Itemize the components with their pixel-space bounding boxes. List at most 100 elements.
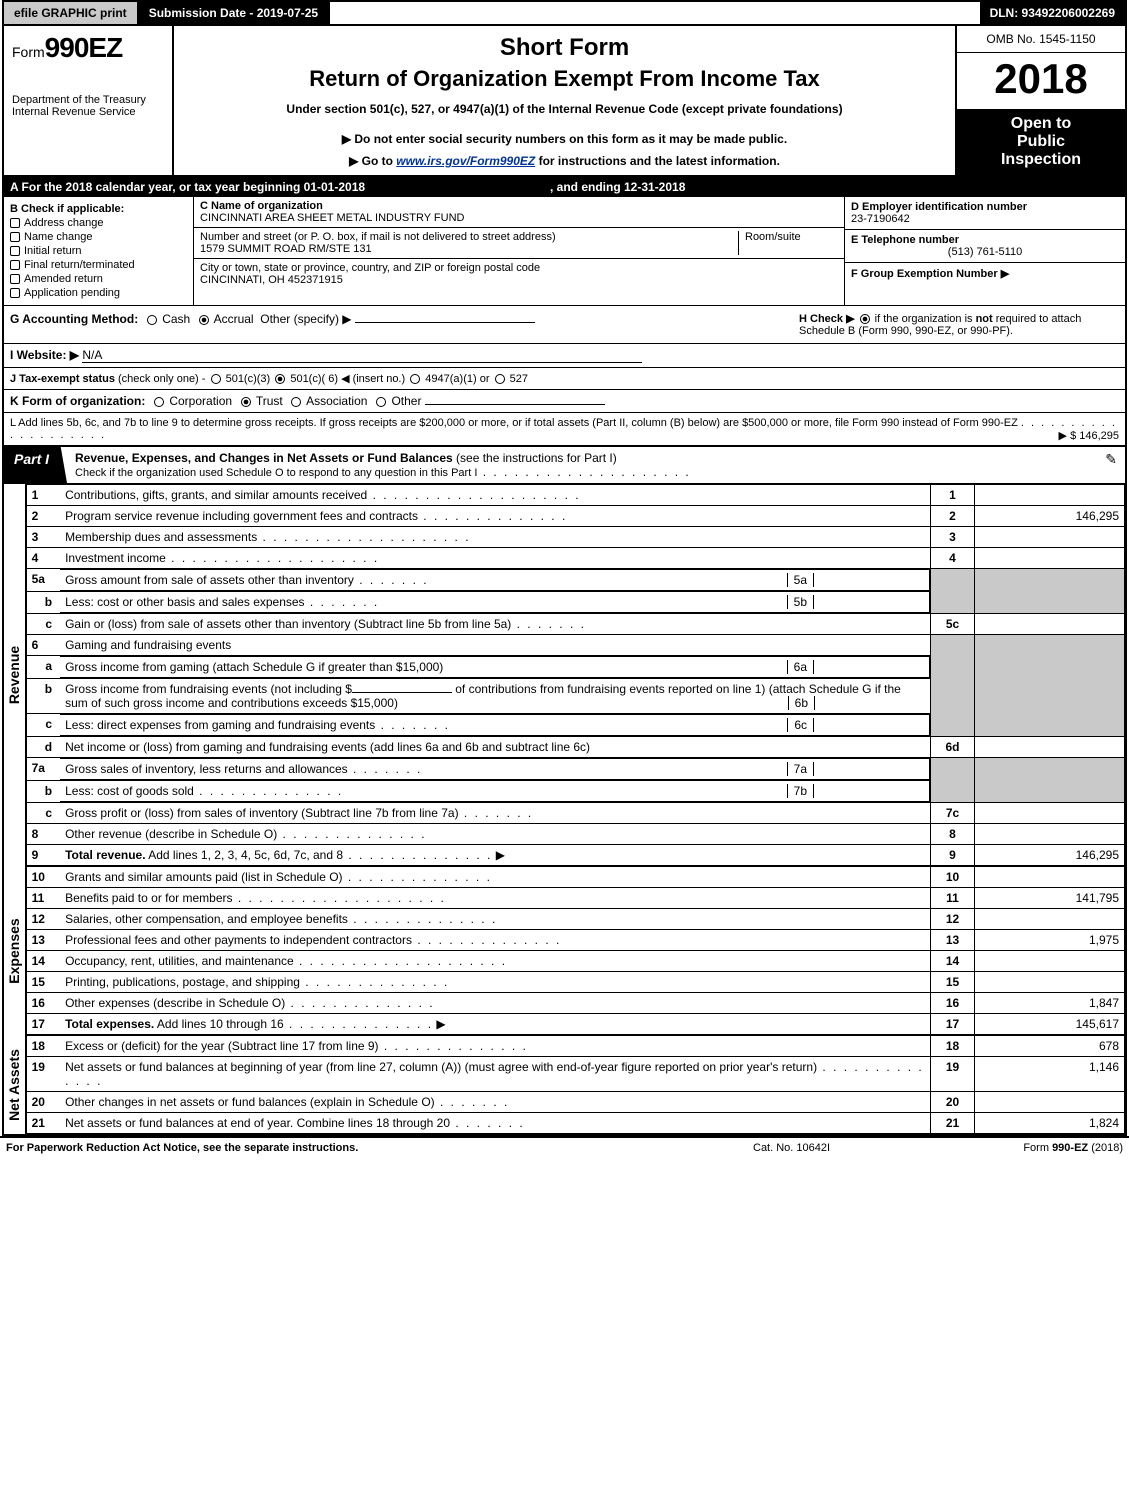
form-prefix: Form xyxy=(12,44,45,60)
j-o2: 501(c)( 6) ◀ (insert no.) xyxy=(290,373,405,385)
k-other-input[interactable] xyxy=(425,404,605,405)
table-row: 12Salaries, other compensation, and empl… xyxy=(26,909,1124,930)
line-k: K Form of organization: Corporation Trus… xyxy=(4,390,1125,413)
cb-name-change[interactable]: Name change xyxy=(10,231,187,243)
dln: DLN: 93492206002269 xyxy=(980,2,1125,24)
table-row: cGross profit or (loss) from sales of in… xyxy=(26,803,1124,824)
d-label: D Employer identification number xyxy=(851,201,1027,213)
footer-cat: Cat. No. 10642I xyxy=(753,1142,953,1154)
c-room-label: Room/suite xyxy=(738,231,838,255)
form-header: Form990EZ Department of the Treasury Int… xyxy=(4,26,1125,177)
h-check: H Check ▶ if the organization is not req… xyxy=(799,312,1119,337)
radio-corp[interactable] xyxy=(154,397,164,407)
pencil-icon[interactable]: ✎ xyxy=(1105,451,1117,468)
part-i-check: Check if the organization used Schedule … xyxy=(75,467,477,479)
expenses-section: Expenses 10Grants and similar amounts pa… xyxy=(4,866,1125,1035)
dept-line1: Department of the Treasury xyxy=(12,94,164,106)
topbar-spacer xyxy=(330,2,979,24)
j-o4: 527 xyxy=(510,373,528,385)
c-street-label: Number and street (or P. O. box, if mail… xyxy=(200,231,738,243)
radio-cash[interactable] xyxy=(147,315,157,325)
f-label: F Group Exemption Number ▶ xyxy=(851,268,1009,280)
block-bcdef: B Check if applicable: Address change Na… xyxy=(4,197,1125,306)
checkbox-icon xyxy=(10,274,20,284)
j-o1: 501(c)(3) xyxy=(226,373,271,385)
radio-assoc[interactable] xyxy=(291,397,301,407)
b-label: B Check if applicable: xyxy=(10,203,187,215)
table-row: 7aGross sales of inventory, less returns… xyxy=(26,758,1124,781)
row-a-mid: , and ending 12-31-2018 xyxy=(550,180,1119,194)
table-row: 17Total expenses. Add lines 10 through 1… xyxy=(26,1014,1124,1035)
table-row: 4Investment income4 xyxy=(26,548,1124,569)
open1: Open to xyxy=(961,115,1121,133)
6b-amount-input[interactable] xyxy=(352,692,452,693)
table-row: 15Printing, publications, postage, and s… xyxy=(26,972,1124,993)
c-name-value: CINCINNATI AREA SHEET METAL INDUSTRY FUN… xyxy=(200,212,838,224)
expenses-sidelabel: Expenses xyxy=(4,866,26,1035)
table-row: 8Other revenue (describe in Schedule O)8 xyxy=(26,824,1124,845)
goto-pre: ▶ Go to xyxy=(349,154,396,168)
dept-treasury: Department of the Treasury Internal Reve… xyxy=(12,94,164,118)
table-row: bGross income from fundraising events (n… xyxy=(26,679,1124,714)
submission-date: Submission Date - 2019-07-25 xyxy=(139,2,330,24)
col-def: D Employer identification number 23-7190… xyxy=(845,197,1125,305)
cb-final-return[interactable]: Final return/terminated xyxy=(10,259,187,271)
omb-number: OMB No. 1545-1150 xyxy=(957,26,1125,53)
form-990ez: 990EZ xyxy=(45,32,123,63)
dept-line2: Internal Revenue Service xyxy=(12,106,164,118)
table-row: 19Net assets or fund balances at beginni… xyxy=(26,1057,1124,1092)
part-i-title-bold: Revenue, Expenses, and Changes in Net As… xyxy=(75,451,456,465)
h-label: H Check ▶ xyxy=(799,313,855,325)
cb-initial-return[interactable]: Initial return xyxy=(10,245,187,257)
h-not: not xyxy=(976,313,993,325)
dots-icon xyxy=(477,465,690,479)
part-i-header: Part I Revenue, Expenses, and Changes in… xyxy=(4,447,1125,484)
cb-amended[interactable]: Amended return xyxy=(10,273,187,285)
i-label: I Website: ▶ xyxy=(10,348,79,362)
cb-pending[interactable]: Application pending xyxy=(10,287,187,299)
table-row: aGross income from gaming (attach Schedu… xyxy=(26,656,1124,679)
part-i-paren: (see the instructions for Part I) xyxy=(456,451,617,465)
c-street-value: 1579 SUMMIT ROAD RM/STE 131 xyxy=(200,243,738,255)
expenses-table: 10Grants and similar amounts paid (list … xyxy=(26,866,1125,1035)
table-row: 13Professional fees and other payments t… xyxy=(26,930,1124,951)
open3: Inspection xyxy=(961,151,1121,169)
cash-label: Cash xyxy=(162,312,190,326)
k-o4: Other xyxy=(391,394,421,408)
radio-501c3[interactable] xyxy=(211,374,221,384)
efile-print-button[interactable]: efile GRAPHIC print xyxy=(4,2,139,24)
radio-trust[interactable] xyxy=(241,397,251,407)
e-phone: E Telephone number (513) 761-5110 xyxy=(845,230,1125,263)
footer-left: For Paperwork Reduction Act Notice, see … xyxy=(6,1142,753,1154)
j-note: (check only one) - xyxy=(118,373,205,385)
radio-h[interactable] xyxy=(860,314,870,324)
l-text: L Add lines 5b, 6c, and 7b to line 9 to … xyxy=(10,417,1018,429)
table-row: 3Membership dues and assessments3 xyxy=(26,527,1124,548)
goto-line: ▶ Go to www.irs.gov/Form990EZ for instru… xyxy=(184,154,945,168)
line-j: J Tax-exempt status (check only one) - 5… xyxy=(4,368,1125,390)
radio-other[interactable] xyxy=(376,397,386,407)
e-value: (513) 761-5110 xyxy=(851,246,1119,258)
other-specify-input[interactable] xyxy=(355,322,535,323)
radio-accrual[interactable] xyxy=(199,315,209,325)
table-row: 5aGross amount from sale of assets other… xyxy=(26,569,1124,592)
table-row: 10Grants and similar amounts paid (list … xyxy=(26,867,1124,888)
table-row: dNet income or (loss) from gaming and fu… xyxy=(26,737,1124,758)
c-city-value: CINCINNATI, OH 452371915 xyxy=(200,274,838,286)
irs-link[interactable]: www.irs.gov/Form990EZ xyxy=(396,154,535,168)
accrual-label: Accrual xyxy=(214,312,254,326)
short-form-title: Short Form xyxy=(184,34,945,62)
k-o1: Corporation xyxy=(169,394,232,408)
c-city: City or town, state or province, country… xyxy=(194,259,844,289)
radio-4947[interactable] xyxy=(410,374,420,384)
radio-501c[interactable] xyxy=(275,374,285,384)
table-row: 2Program service revenue including gover… xyxy=(26,506,1124,527)
cb-address-change[interactable]: Address change xyxy=(10,217,187,229)
website-input[interactable]: N/A xyxy=(82,348,642,363)
part-i-title: Revenue, Expenses, and Changes in Net As… xyxy=(67,447,1125,483)
h-text1: if the organization is xyxy=(875,313,976,325)
form-number: Form990EZ xyxy=(12,32,164,64)
f-group: F Group Exemption Number ▶ xyxy=(845,263,1125,284)
radio-527[interactable] xyxy=(495,374,505,384)
j-label: J Tax-exempt status xyxy=(10,373,115,385)
